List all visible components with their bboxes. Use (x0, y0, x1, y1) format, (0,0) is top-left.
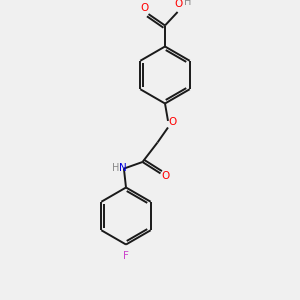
Text: H: H (112, 163, 119, 173)
Text: O: O (174, 0, 182, 9)
Text: O: O (168, 117, 177, 128)
Text: N: N (118, 163, 126, 173)
Text: O: O (162, 171, 170, 181)
Text: O: O (141, 3, 149, 13)
Text: H: H (184, 0, 191, 7)
Text: F: F (123, 251, 129, 261)
